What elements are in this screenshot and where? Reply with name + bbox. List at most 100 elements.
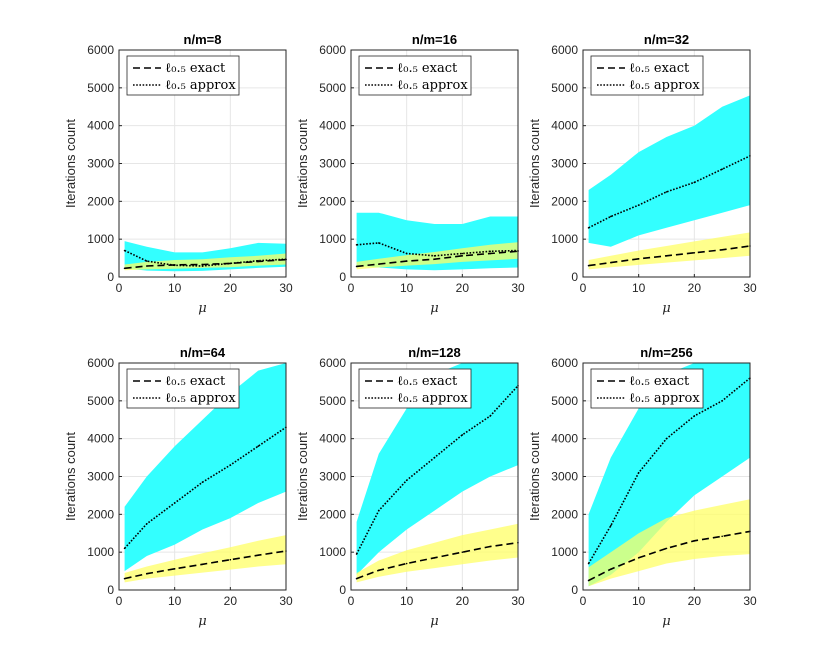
y-tick-label: 0 [107, 270, 114, 284]
legend-exact-label: ℓ₀.₅ exact [629, 61, 690, 76]
exact-data-point [378, 263, 380, 265]
x-tick-label: 20 [456, 594, 470, 608]
legend-exact-label: ℓ₀.₅ exact [397, 374, 458, 389]
y-tick-label: 3000 [319, 470, 346, 484]
y-tick-label: 1000 [87, 232, 114, 246]
x-tick-label: 10 [400, 281, 414, 295]
legend: ℓ₀.₅ exact ℓ₀.₅ approx [126, 368, 240, 409]
y-tick-label: 0 [339, 270, 346, 284]
panel-2: 0 10 20 30 0 1000 2000 3000 4000 5000 6000 n/m=16 μ I… [295, 32, 525, 316]
legend-approx-label: ℓ₀.₅ approx [165, 391, 236, 406]
exact-data-point [587, 264, 590, 267]
exact-data-point [587, 579, 590, 582]
exact-data-point [489, 545, 491, 548]
x-axis-label: μ [198, 614, 206, 629]
x-tick-label: 20 [224, 594, 238, 608]
y-tick-label: 5000 [551, 81, 578, 95]
legend-exact-label: ℓ₀.₅ exact [165, 374, 226, 389]
x-tick-label: 0 [580, 281, 587, 295]
y-tick-label: 5000 [319, 81, 346, 95]
y-tick-label: 2000 [87, 507, 114, 521]
y-tick-label: 1000 [319, 545, 346, 559]
y-tick-label: 5000 [551, 394, 578, 408]
y-tick-label: 4000 [551, 119, 578, 133]
approx-data-point [610, 215, 612, 218]
approx-data-point [123, 547, 126, 550]
approx-data-point [229, 262, 232, 265]
approx-data-point [665, 191, 668, 193]
legend: ℓ₀.₅ exact ℓ₀.₅ approx [126, 55, 240, 96]
exact-data-point [123, 577, 126, 580]
legend-approx-label: ℓ₀.₅ approx [165, 78, 236, 93]
y-tick-label: 2000 [319, 194, 346, 208]
approx-data-point [433, 255, 436, 257]
approx-data-point [587, 562, 590, 565]
x-tick-label: 0 [116, 594, 123, 608]
y-tick-label: 2000 [319, 507, 346, 521]
x-tick-label: 30 [743, 594, 757, 608]
y-axis-label: Iterations count [295, 432, 310, 521]
legend-approx-label: ℓ₀.₅ approx [397, 391, 468, 406]
legend: ℓ₀.₅ exact ℓ₀.₅ approx [358, 368, 472, 409]
y-tick-label: 3000 [87, 470, 114, 484]
y-tick-label: 4000 [87, 119, 114, 133]
y-tick-label: 1000 [551, 545, 578, 559]
y-tick-label: 1000 [319, 232, 346, 246]
legend-box [590, 55, 704, 96]
x-axis-label: μ [198, 301, 206, 316]
y-tick-label: 3000 [551, 470, 578, 484]
exact-data-point [637, 557, 640, 559]
y-tick-label: 6000 [551, 356, 578, 370]
y-tick-label: 4000 [87, 432, 114, 446]
approx-confidence-band [588, 363, 750, 587]
y-tick-label: 3000 [319, 157, 346, 171]
x-tick-label: 20 [688, 281, 702, 295]
exact-data-point [721, 248, 723, 251]
x-tick-label: 30 [743, 281, 757, 295]
y-tick-label: 5000 [87, 394, 114, 408]
x-tick-label: 20 [688, 594, 702, 608]
exact-data-point [201, 563, 204, 566]
panel-1: 0 10 20 30 0 1000 2000 3000 4000 5000 6000 n/m=8 μ It… [63, 32, 293, 316]
panel-6: 0 10 20 30 0 1000 2000 3000 4000 5000 6000 n/m=256 μ… [527, 345, 757, 629]
exact-data-point [433, 557, 436, 559]
approx-data-point [257, 445, 259, 448]
x-tick-label: 0 [116, 281, 123, 295]
approx-data-point [378, 242, 380, 244]
approx-data-point [146, 522, 148, 525]
x-tick-label: 30 [279, 594, 293, 608]
x-axis-label: μ [430, 301, 438, 316]
approx-confidence-band [588, 95, 750, 247]
approx-data-point [693, 181, 696, 184]
x-tick-label: 10 [168, 594, 182, 608]
y-tick-label: 2000 [87, 194, 114, 208]
approx-data-point [461, 252, 464, 255]
y-tick-label: 6000 [319, 356, 346, 370]
x-tick-label: 30 [279, 281, 293, 295]
approx-data-point [587, 227, 590, 229]
x-tick-label: 0 [348, 594, 355, 608]
x-axis-label: μ [662, 614, 670, 629]
x-tick-label: 30 [511, 281, 525, 295]
exact-data-point [693, 540, 696, 542]
approx-data-point [201, 265, 204, 267]
exact-confidence-band [124, 535, 286, 583]
y-tick-label: 1000 [551, 232, 578, 246]
y-tick-label: 0 [339, 583, 346, 597]
approx-data-point [257, 259, 259, 262]
approx-data-point [355, 244, 358, 246]
legend-exact-label: ℓ₀.₅ exact [629, 374, 690, 389]
approx-data-point [173, 502, 176, 504]
legend-approx-label: ℓ₀.₅ approx [397, 78, 468, 93]
y-tick-label: 0 [107, 583, 114, 597]
y-tick-label: 2000 [551, 507, 578, 521]
approx-data-point [721, 168, 723, 170]
exact-data-point [461, 255, 464, 257]
approx-confidence-band [124, 363, 286, 572]
approx-data-point [405, 252, 408, 255]
x-axis-label: μ [430, 614, 438, 629]
exact-confidence-band [588, 499, 750, 587]
panel-4: 0 10 20 30 0 1000 2000 3000 4000 5000 6000 n/m=64 μ I… [63, 345, 293, 629]
legend-box [126, 368, 240, 409]
exact-data-point [355, 265, 358, 268]
